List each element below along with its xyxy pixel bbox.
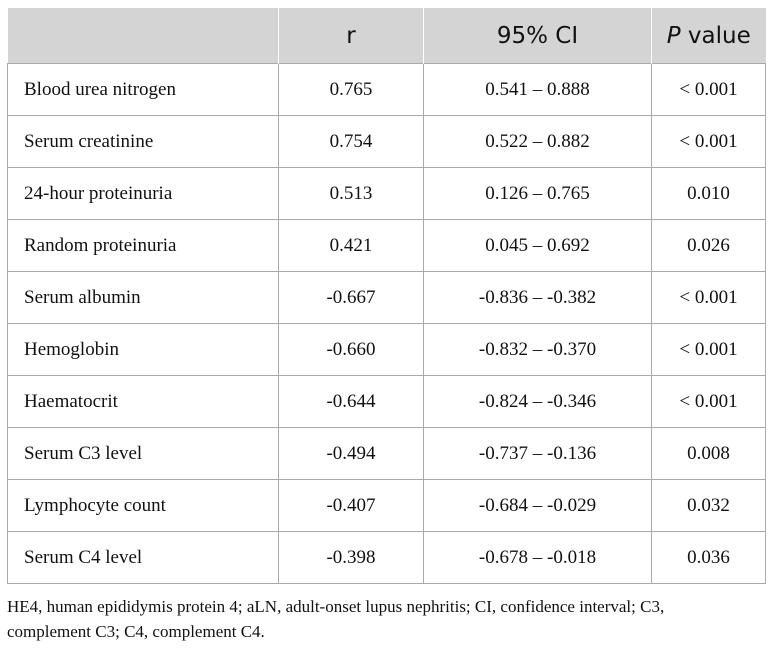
header-p-rest: value: [680, 22, 751, 49]
table-row: Lymphocyte count -0.407 -0.684 – -0.029 0.0…: [7, 479, 766, 532]
row-p-value: < 0.001: [651, 375, 766, 428]
row-p-value: 0.026: [651, 219, 766, 272]
row-label: Hemoglobin: [7, 323, 279, 376]
row-p-value: < 0.001: [651, 115, 766, 168]
header-ci: 95% CI: [423, 8, 652, 64]
row-label: Random proteinuria: [7, 219, 279, 272]
row-r-value: -0.644: [278, 375, 424, 428]
row-ci-value: 0.126 – 0.765: [423, 167, 652, 220]
row-r-value: 0.421: [278, 219, 424, 272]
row-label: Serum C3 level: [7, 427, 279, 480]
row-r-value: -0.407: [278, 479, 424, 532]
header-row: r 95% CI P value: [7, 8, 766, 64]
table-row: Hemoglobin -0.660 -0.832 – -0.370 < 0.001: [7, 323, 766, 376]
row-ci-value: -0.832 – -0.370: [423, 323, 652, 376]
row-ci-value: -0.836 – -0.382: [423, 271, 652, 324]
row-r-value: -0.667: [278, 271, 424, 324]
row-ci-value: 0.045 – 0.692: [423, 219, 652, 272]
row-label: 24-hour proteinuria: [7, 167, 279, 220]
row-p-value: 0.010: [651, 167, 766, 220]
table-header: r 95% CI P value: [7, 8, 766, 64]
table-body: Blood urea nitrogen 0.765 0.541 – 0.888 < 0…: [7, 63, 766, 584]
row-p-value: < 0.001: [651, 323, 766, 376]
table-row: 24-hour proteinuria 0.513 0.126 – 0.765 0.0…: [7, 167, 766, 220]
row-ci-value: -0.824 – -0.346: [423, 375, 652, 428]
table-row: Serum creatinine 0.754 0.522 – 0.882 < 0.00…: [7, 115, 766, 168]
row-p-value: 0.036: [651, 531, 766, 584]
table-row: Blood urea nitrogen 0.765 0.541 – 0.888 < 0…: [7, 63, 766, 116]
row-label: Serum C4 level: [7, 531, 279, 584]
header-p-italic: P: [666, 22, 681, 49]
row-ci-value: 0.522 – 0.882: [423, 115, 652, 168]
row-ci-value: 0.541 – 0.888: [423, 63, 652, 116]
table-footnote: HE4, human epididymis protein 4; aLN, ad…: [7, 597, 665, 641]
row-label: Serum albumin: [7, 271, 279, 324]
header-p-value: P value: [651, 8, 766, 64]
row-ci-value: -0.678 – -0.018: [423, 531, 652, 584]
correlation-table: r 95% CI P value Blood urea nitrogen 0.76…: [7, 8, 766, 584]
table-row: Haematocrit -0.644 -0.824 – -0.346 < 0.001: [7, 375, 766, 428]
row-p-value: < 0.001: [651, 63, 766, 116]
row-p-value: 0.032: [651, 479, 766, 532]
row-ci-value: -0.737 – -0.136: [423, 427, 652, 480]
header-r: r: [278, 8, 424, 64]
row-label: Haematocrit: [7, 375, 279, 428]
table-row: Serum C4 level -0.398 -0.678 – -0.018 0.036: [7, 531, 766, 584]
row-r-value: 0.754: [278, 115, 424, 168]
row-label: Blood urea nitrogen: [7, 63, 279, 116]
correlation-table-container: r 95% CI P value Blood urea nitrogen 0.76…: [7, 8, 766, 644]
row-ci-value: -0.684 – -0.029: [423, 479, 652, 532]
row-label: Lymphocyte count: [7, 479, 279, 532]
row-p-value: 0.008: [651, 427, 766, 480]
row-r-value: 0.765: [278, 63, 424, 116]
row-r-value: -0.398: [278, 531, 424, 584]
row-r-value: -0.660: [278, 323, 424, 376]
table-row: Random proteinuria 0.421 0.045 – 0.692 0.02…: [7, 219, 766, 272]
header-name: [7, 8, 279, 64]
table-row: Serum C3 level -0.494 -0.737 – -0.136 0.008: [7, 427, 766, 480]
table-row: Serum albumin -0.667 -0.836 – -0.382 < 0.00…: [7, 271, 766, 324]
row-p-value: < 0.001: [651, 271, 766, 324]
row-label: Serum creatinine: [7, 115, 279, 168]
row-r-value: 0.513: [278, 167, 424, 220]
row-r-value: -0.494: [278, 427, 424, 480]
